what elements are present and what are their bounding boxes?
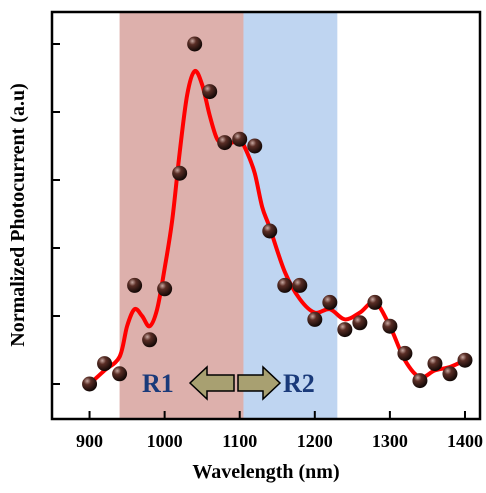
data-point [352,315,368,331]
data-point [412,373,428,389]
data-point [382,318,398,334]
data-point [307,311,323,327]
plot-frame [50,10,482,421]
x-tick-label: 1100 [222,431,257,451]
data-point [322,294,338,310]
region-bands [119,12,338,419]
region-band-r1 [119,12,244,419]
data-point [112,366,128,382]
right-arrow-icon [237,365,282,401]
data-point [247,138,263,154]
x-tick-label: 1000 [147,431,183,451]
x-ticks-group: 900 1000 1100 1200 1300 1400 [76,411,483,451]
data-point [142,332,158,348]
data-point [337,322,353,338]
x-axis-title: Wavelength (nm) [192,461,339,483]
region-label-r1: R1 [142,369,174,398]
x-tick-label: 1400 [447,431,483,451]
region-label-r2: R2 [283,369,315,398]
data-point [232,131,248,147]
data-point [442,366,458,382]
data-point [172,165,188,181]
data-points-group [82,36,473,392]
data-point [97,356,113,372]
data-point [277,277,293,293]
x-tick-label: 900 [76,431,103,451]
data-point [187,36,203,52]
y-axis-title: Normalized Photocurrent (a.u) [7,83,29,346]
data-point [457,352,473,368]
data-point [367,294,383,310]
data-point [427,356,443,372]
data-point [202,84,218,100]
region-band-r2 [243,12,338,419]
data-point [292,277,308,293]
data-point [127,277,143,293]
data-point [262,223,278,239]
x-tick-label: 1200 [297,431,333,451]
left-arrow-icon [188,365,235,401]
x-tick-label: 1300 [372,431,408,451]
data-point [397,345,413,361]
y-ticks-group [52,43,60,385]
data-point [217,135,233,151]
data-point [157,281,173,297]
data-point [82,376,98,392]
